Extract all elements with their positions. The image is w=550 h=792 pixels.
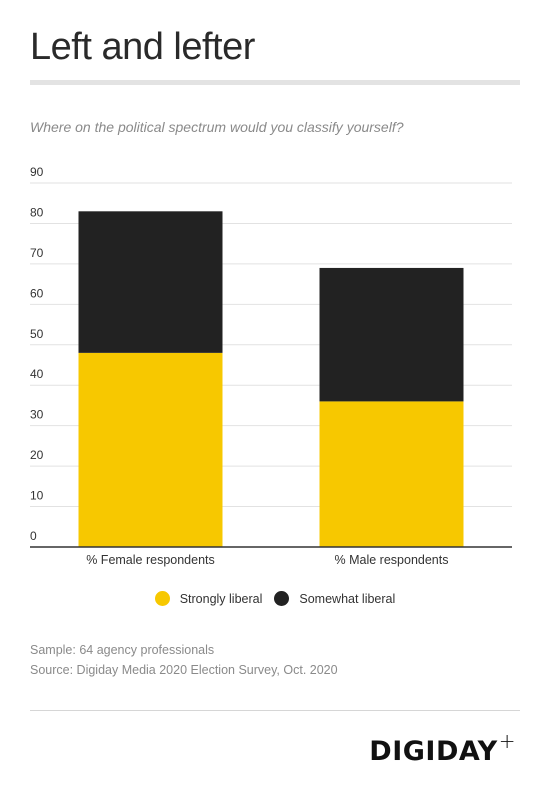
x-tick-label-male: % Male respondents xyxy=(335,553,449,567)
y-tick-label-80: 80 xyxy=(30,205,44,219)
y-tick-label-10: 10 xyxy=(30,489,44,503)
y-tick-label-30: 30 xyxy=(30,408,44,422)
y-tick-label-90: 90 xyxy=(30,165,44,179)
y-tick-label-50: 50 xyxy=(30,327,44,341)
bar-male-strongly-liberal xyxy=(319,401,464,547)
legend-swatch-strongly-liberal xyxy=(154,591,170,606)
legend-swatch-somewhat-liberal xyxy=(274,591,290,606)
x-tick-label-female: % Female respondents xyxy=(86,553,215,567)
y-tick-label-20: 20 xyxy=(30,448,44,462)
y-tick-label-60: 60 xyxy=(30,286,44,300)
footer-divider xyxy=(30,710,520,711)
bar-male-somewhat-liberal xyxy=(319,267,464,402)
logo-text: DIGIDAY xyxy=(369,736,498,767)
sample-note: Sample: 64 agency professionals xyxy=(30,643,215,657)
y-tick-label-40: 40 xyxy=(30,367,44,381)
legend-label-strongly-liberal: Strongly liberal xyxy=(179,591,263,606)
chart-legend: Strongly liberal Somewhat liberal xyxy=(0,591,550,606)
title-divider xyxy=(30,80,520,85)
legend-item-somewhat-liberal: Somewhat liberal xyxy=(274,591,395,606)
chart-subtitle: Where on the political spectrum would yo… xyxy=(30,119,404,135)
digiday-logo: DIGIDAY+ xyxy=(369,729,516,767)
chart-title: Left and lefter xyxy=(30,26,255,68)
legend-label-somewhat-liberal: Somewhat liberal xyxy=(299,591,396,606)
y-tick-label-70: 70 xyxy=(30,246,44,260)
bar-female-somewhat-liberal xyxy=(78,211,223,353)
logo-plus-mark: + xyxy=(498,729,516,753)
bar-female-strongly-liberal xyxy=(78,352,223,547)
legend-item-strongly-liberal: Strongly liberal xyxy=(154,591,263,606)
y-tick-label-0: 0 xyxy=(30,529,37,543)
stacked-bar-chart: 0 10 20 30 40 50 60 70 80 90 % Female respondents%… xyxy=(30,165,512,567)
source-note: Source: Digiday Media 2020 Election Surv… xyxy=(30,663,338,677)
